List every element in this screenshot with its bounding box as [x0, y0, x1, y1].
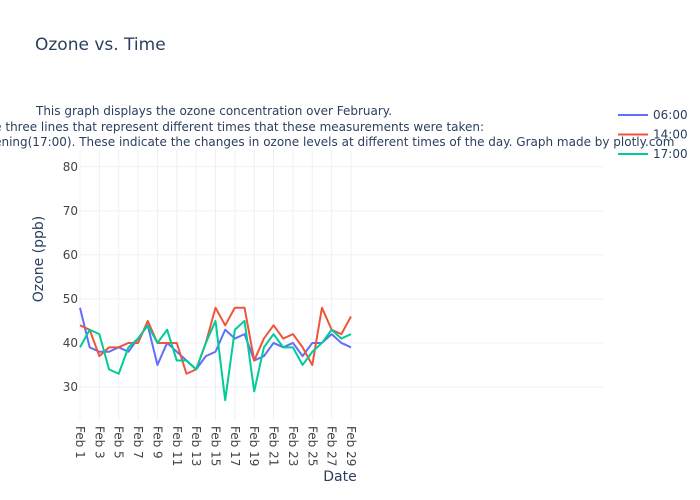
y-tick-label: 30 — [63, 380, 78, 394]
x-tick-label: Feb 1 — [73, 426, 87, 459]
legend-label: 06:00 — [653, 108, 688, 122]
x-axis-title: Date — [323, 469, 356, 485]
annotation-layer: This graph displays the ozone concentrat… — [0, 104, 674, 149]
x-tick-label: Feb 17 — [228, 426, 242, 466]
legend[interactable]: 06:00 14:00 17:00 — [618, 108, 688, 161]
y-tick-label: 70 — [63, 204, 78, 218]
legend-label: 17:00 — [653, 147, 688, 161]
x-tick-label: Feb 9 — [150, 426, 164, 459]
x-tick-label: Feb 11 — [170, 426, 184, 466]
annotation-line: morning(6:00), afternoon(14:00) and even… — [0, 135, 674, 149]
x-tick-label: Feb 23 — [286, 426, 300, 466]
y-tick-label: 60 — [63, 248, 78, 262]
grid-layer — [79, 150, 603, 420]
legend-item-1400[interactable]: 14:00 — [618, 128, 688, 142]
x-tick-label: Feb 13 — [189, 426, 203, 466]
x-tick-label: Feb 5 — [112, 426, 126, 459]
annotation-line: This graph displays the ozone concentrat… — [35, 104, 392, 118]
x-tick-label: Feb 3 — [92, 426, 106, 459]
x-tick-label: Feb 21 — [267, 426, 281, 466]
tick-layer: 30 40 50 60 70 80 Feb 1 Feb 3 Feb 5 Feb 7 Feb 9 Feb… — [63, 160, 358, 467]
annotation-line: There are three lines that represent dif… — [0, 120, 484, 134]
legend-item-1700[interactable]: 17:00 — [618, 147, 688, 161]
x-tick-label: Feb 19 — [247, 426, 261, 466]
x-tick-label: Feb 29 — [344, 426, 358, 466]
x-tick-label: Feb 15 — [209, 426, 223, 466]
y-tick-label: 80 — [63, 160, 78, 174]
chart-title: Ozone vs. Time — [35, 35, 166, 55]
legend-label: 14:00 — [653, 128, 688, 142]
series-line-1400 — [79, 306, 352, 375]
x-tick-label: Feb 25 — [305, 426, 319, 466]
y-axis-title: Ozone (ppb) — [31, 216, 47, 302]
y-tick-label: 40 — [63, 336, 78, 350]
x-tick-label: Feb 27 — [325, 426, 339, 466]
series-line-1700 — [79, 319, 352, 402]
series-layer — [79, 306, 352, 402]
legend-item-0600[interactable]: 06:00 — [618, 108, 688, 122]
y-tick-label: 50 — [63, 292, 78, 306]
x-tick-label: Feb 7 — [131, 426, 145, 459]
